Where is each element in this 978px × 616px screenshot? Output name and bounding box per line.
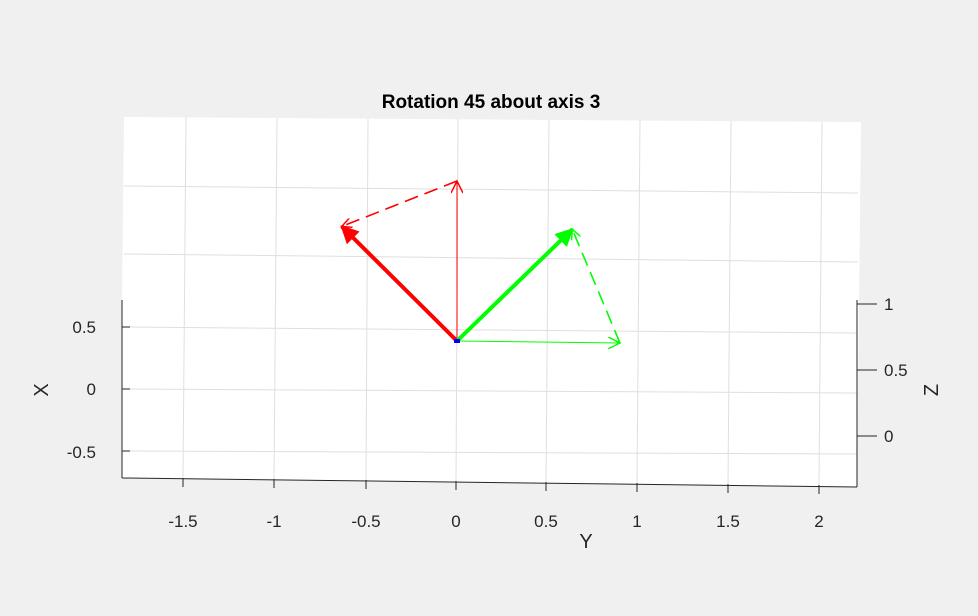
z-tick-label: 0.5 [884, 361, 908, 380]
y-tick-label: -0.5 [67, 443, 96, 462]
chart-title: Rotation 45 about axis 3 [382, 92, 601, 113]
x-axis-label: Y [579, 531, 592, 553]
x-tick-label: -0.5 [351, 512, 380, 531]
x-tick-label: -1 [266, 512, 281, 531]
vector-marks [342, 181, 620, 343]
z-tick-label: 0 [884, 427, 893, 446]
x-tick-label: -1.5 [168, 512, 197, 531]
rotated-y-axis-vector [455, 227, 574, 343]
x-tick-label: 0.5 [534, 512, 558, 531]
origin-marker [454, 339, 460, 343]
y-tick-label: 0.5 [72, 318, 96, 337]
original-y-axis-vector [456, 341, 620, 343]
grid [121, 116, 859, 486]
y-tick-label: 0 [87, 380, 96, 399]
z-tick-label: 1 [884, 295, 893, 314]
x-tick-label: 0 [451, 512, 460, 531]
z-axis-label: Z [921, 384, 943, 396]
y-axis-label: X [31, 383, 53, 396]
x-tick-label: 1.5 [716, 512, 740, 531]
plot-background [122, 117, 861, 487]
tick-marks [122, 303, 877, 494]
bottom-axis-line [121, 477, 858, 488]
x-tick-label: 1 [632, 512, 641, 531]
rotated-x-axis-vector [340, 225, 459, 343]
x-tick-label: 2 [814, 512, 823, 531]
